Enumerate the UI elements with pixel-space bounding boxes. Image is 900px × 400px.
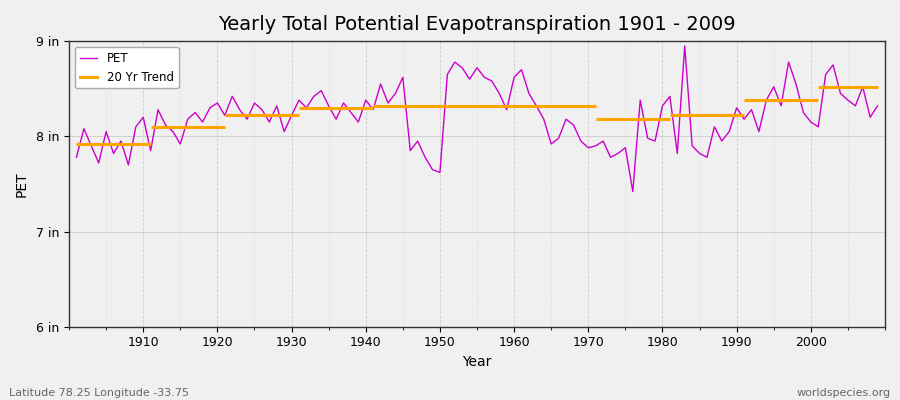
PET — [598, 139, 608, 144]
Legend: PET, 20 Yr Trend: PET, 20 Yr Trend — [75, 47, 178, 88]
Y-axis label: PET: PET — [15, 171, 29, 197]
PET — [130, 124, 141, 129]
PET — [872, 104, 883, 108]
PET — [293, 98, 304, 102]
PET — [508, 75, 519, 80]
X-axis label: Year: Year — [463, 355, 491, 369]
Text: worldspecies.org: worldspecies.org — [796, 388, 891, 398]
Title: Yearly Total Potential Evapotranspiration 1901 - 2009: Yearly Total Potential Evapotranspiratio… — [218, 15, 736, 34]
Text: Latitude 78.25 Longitude -33.75: Latitude 78.25 Longitude -33.75 — [9, 388, 189, 398]
PET — [71, 155, 82, 160]
Line: PET: PET — [76, 46, 878, 192]
PET — [627, 189, 638, 194]
PET — [338, 100, 349, 105]
PET — [501, 107, 512, 112]
PET — [680, 44, 690, 48]
